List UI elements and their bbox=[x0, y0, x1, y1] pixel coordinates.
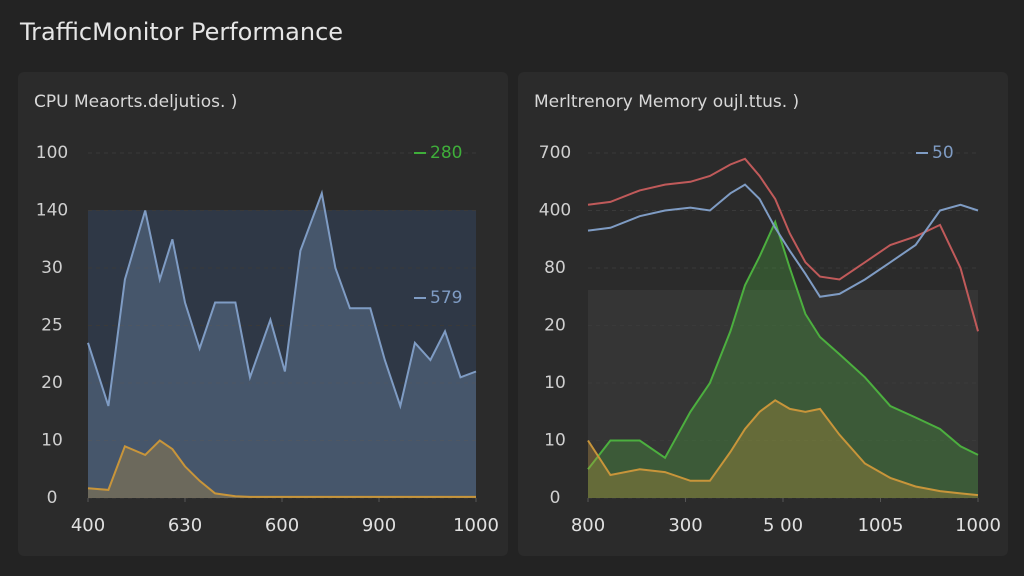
panel-title: Merltrenory Memory ouјl.ttus. ) bbox=[534, 92, 799, 112]
series-area bbox=[588, 222, 978, 498]
series-line bbox=[587, 183, 979, 298]
y-tick-label: 0 bbox=[550, 488, 561, 508]
x-tick-label: 1000 bbox=[955, 515, 1001, 536]
y-tick-label: 25 bbox=[41, 316, 63, 336]
series-line bbox=[587, 219, 979, 470]
x-tick-label: 400 bbox=[71, 515, 105, 536]
x-tick-label: 1005 bbox=[858, 515, 904, 536]
y-tick-label: 700 bbox=[539, 143, 571, 163]
x-tick-label: 900 bbox=[362, 515, 396, 536]
y-tick-label: 10 bbox=[544, 373, 566, 393]
x-tick-label: 5 00 bbox=[763, 515, 803, 536]
series-area bbox=[588, 400, 978, 498]
legend-label: 280 bbox=[430, 143, 462, 163]
y-tick-label: 30 bbox=[41, 258, 63, 278]
panel-title: CPU Meaorts.deljutios. ) bbox=[34, 92, 237, 112]
x-tick-label: 630 bbox=[168, 515, 202, 536]
legend-label: 579 bbox=[430, 288, 462, 308]
y-tick-label: 10 bbox=[41, 431, 63, 451]
series-line bbox=[587, 157, 979, 332]
y-tick-label: 20 bbox=[544, 316, 566, 336]
y-tick-label: 400 bbox=[539, 201, 571, 221]
series-area bbox=[88, 440, 476, 498]
y-tick-label: 20 bbox=[41, 373, 63, 393]
y-tick-label: 100 bbox=[36, 143, 68, 163]
page-title: TrafficMonitor Performance bbox=[19, 18, 343, 46]
panel-band bbox=[588, 290, 978, 498]
y-tick-label: 80 bbox=[544, 258, 566, 278]
series-line bbox=[87, 439, 476, 498]
series-area bbox=[88, 193, 476, 499]
x-tick-label: 600 bbox=[265, 515, 299, 536]
legend-label: 50 bbox=[932, 143, 954, 163]
series-line bbox=[587, 399, 979, 497]
y-tick-label: 140 bbox=[36, 201, 68, 221]
y-tick-label: 10 bbox=[544, 431, 566, 451]
x-tick-label: 800 bbox=[571, 515, 605, 536]
x-tick-label: 300 bbox=[668, 515, 702, 536]
x-tick-label: 1000 bbox=[453, 515, 499, 536]
y-tick-label: 0 bbox=[47, 488, 58, 508]
series-line bbox=[87, 189, 477, 410]
